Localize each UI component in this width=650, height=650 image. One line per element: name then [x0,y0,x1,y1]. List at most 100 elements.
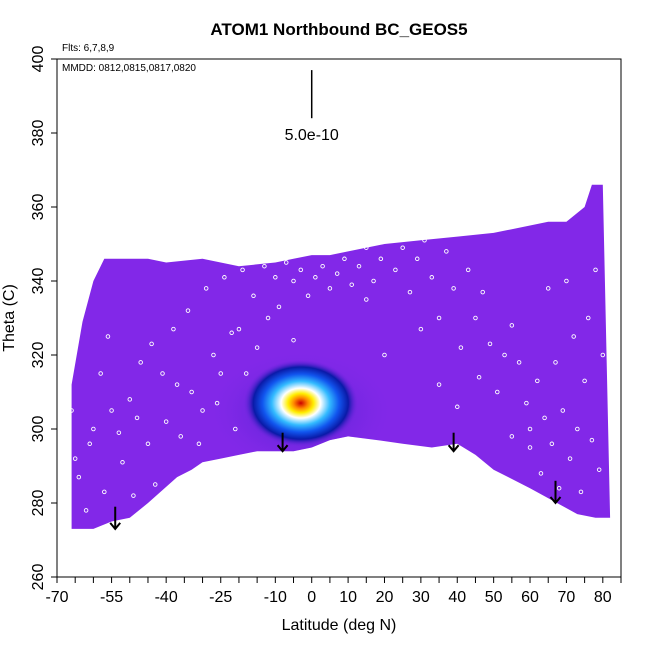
sample-point [509,434,515,439]
sample-point [218,371,223,376]
sample-point [236,326,242,332]
sample-point [349,282,354,287]
sample-point [527,445,533,450]
sample-point [320,263,325,269]
sample-point [429,275,435,280]
y-axis-label: Theta (C) [1,284,18,352]
sample-point [87,441,92,447]
sample-point [567,456,573,461]
sample-point [495,389,500,395]
sample-point [578,489,584,495]
sample-point [549,441,555,447]
y-tick-label: 300 [30,416,47,443]
sample-point [556,485,562,491]
sample-point [407,289,413,295]
x-tick-label: -70 [45,589,68,606]
x-tick-label: 30 [412,589,430,606]
flight-arrow [447,432,460,453]
sample-point [586,315,591,321]
sample-point [109,408,114,413]
sample-point [382,352,387,358]
sample-point [178,434,183,439]
sample-point [535,378,540,384]
sample-point [229,330,234,336]
sample-point [174,382,180,387]
sample-point [509,323,515,328]
sample-point [116,430,122,435]
sample-point [527,426,533,432]
sample-point [276,304,282,310]
sample-point [400,245,405,250]
sample-point [262,263,267,269]
sample-point [152,482,158,487]
sample-point [138,360,143,365]
sample-point [203,286,209,291]
x-tick-label: 0 [307,589,316,606]
y-tick-label: 320 [30,342,47,369]
heatmap-peak [242,359,359,448]
sample-point [120,460,125,465]
sample-point [589,437,595,443]
x-tick-label: 70 [558,589,576,606]
flight-arrow [109,506,121,531]
sample-point [273,275,278,280]
sample-point [196,441,202,447]
sample-point [291,278,296,284]
dates-label: MMDD: 0812,0815,0817,0820 [62,63,196,74]
sample-point [596,467,602,472]
x-tick-label: -40 [155,589,178,606]
sample-point [76,474,82,480]
x-tick-label: -25 [209,589,232,606]
sample-point [476,374,482,380]
y-tick-label: 380 [30,120,47,147]
sample-point [436,382,442,387]
sample-point [291,337,296,343]
sample-point [283,260,289,265]
y-tick-label: 280 [30,490,47,517]
sample-point [582,378,587,384]
x-tick-label: 60 [521,589,539,606]
x-axis-label: Latitude (deg N) [282,617,397,634]
sample-point [356,263,362,269]
sample-point [393,267,398,273]
sample-point [422,238,427,243]
sample-point [487,341,493,347]
sample-point [298,267,304,273]
sample-point [83,508,89,513]
flight-arrow [276,432,289,453]
sample-points [69,238,606,513]
y-tick-label: 400 [30,46,47,73]
sample-point [458,345,464,350]
scale-bar-label: 5.0e-10 [285,127,339,144]
x-tick-label: 40 [448,589,466,606]
sample-point [163,419,169,424]
y-tick-label: 360 [30,194,47,221]
sample-point [564,278,569,284]
sample-point [127,397,133,402]
sample-point [418,326,424,332]
sample-point [200,408,205,413]
sample-point [502,352,507,358]
sample-point [538,471,544,476]
plot-frame [56,58,622,578]
sample-point [571,334,576,339]
sample-point [98,371,103,376]
sample-point [516,360,522,365]
sample-point [171,326,176,332]
x-tick-label: -10 [264,589,287,606]
sample-point [364,297,369,302]
sample-point [480,289,485,295]
sample-point [327,286,333,291]
sample-point [436,315,442,321]
x-tick-label: 10 [339,589,357,606]
sample-point [334,271,340,276]
sample-point [189,389,194,395]
sample-point [243,371,249,376]
sample-point [251,293,256,299]
sample-point [160,371,165,376]
sample-point [305,293,311,299]
flight-arrow [549,480,562,505]
sample-point [214,400,220,406]
flight-arrows [109,432,562,531]
